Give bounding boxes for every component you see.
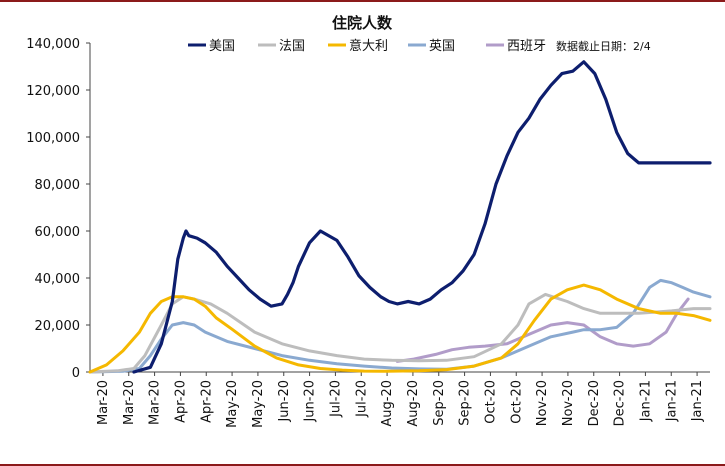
y-tick-label: 60,000 bbox=[35, 225, 81, 240]
series-line-3 bbox=[88, 283, 712, 374]
x-tick-label: Mar-20 bbox=[122, 380, 137, 425]
x-tick-label: Dec-20 bbox=[587, 380, 602, 426]
series-line-4 bbox=[88, 278, 712, 374]
x-tick-label: Jan-21 bbox=[664, 380, 679, 422]
x-tick-label: Apr-20 bbox=[173, 380, 188, 423]
series-line-2 bbox=[88, 292, 712, 374]
y-tick-label: 0 bbox=[72, 366, 80, 381]
bottom-border bbox=[0, 464, 725, 466]
top-border bbox=[0, 0, 725, 2]
x-tick-label: Jul-20 bbox=[328, 380, 343, 418]
x-tick-label: Oct-20 bbox=[483, 380, 498, 424]
x-tick-label: Jun-20 bbox=[277, 380, 292, 423]
y-tick-label: 40,000 bbox=[35, 272, 81, 287]
series-group bbox=[88, 60, 712, 374]
data-cutoff-note: 数据截止日期：2/4 bbox=[556, 39, 651, 53]
y-tick-label: 100,000 bbox=[26, 131, 80, 146]
x-tick-label: Sep-20 bbox=[432, 380, 447, 426]
x-tick-label: Sep-20 bbox=[458, 380, 473, 426]
x-tick-label: Aug-20 bbox=[406, 380, 421, 427]
legend-label: 美国 bbox=[209, 39, 235, 54]
x-tick-label: Aug-20 bbox=[380, 380, 395, 427]
x-tick-label: Dec-20 bbox=[613, 380, 628, 426]
x-tick-label: May-20 bbox=[251, 380, 266, 428]
y-tick-label: 20,000 bbox=[35, 319, 81, 334]
x-tick-label: Nov-20 bbox=[535, 380, 550, 426]
x-tick-label: Nov-20 bbox=[561, 380, 576, 426]
x-tick-label: May-20 bbox=[225, 380, 240, 428]
x-axis: Mar-20 Mar-20 Mar-20 Apr-20 Apr-20 May-20 May-… bbox=[90, 371, 710, 428]
x-tick-label: Apr-20 bbox=[199, 380, 214, 423]
y-axis: 0 20,000 40,000 60,000 80,000 100,000 120,000 1… bbox=[26, 37, 91, 381]
legend-label: 意大利 bbox=[349, 38, 388, 54]
series-line-1 bbox=[132, 60, 712, 374]
legend-label: 英国 bbox=[429, 39, 455, 54]
legend: 美国 法国 意大利 英国 西班牙 bbox=[188, 38, 546, 54]
y-tick-label: 140,000 bbox=[26, 37, 80, 52]
legend-label: 法国 bbox=[279, 39, 305, 54]
x-tick-label: Jul-20 bbox=[354, 380, 369, 418]
chart-title: 住院人数 bbox=[332, 14, 393, 32]
x-tick-label: Oct-20 bbox=[509, 380, 524, 424]
legend-label: 西班牙 bbox=[507, 39, 546, 54]
y-tick-label: 80,000 bbox=[35, 178, 81, 193]
x-tick-label: Mar-20 bbox=[96, 380, 111, 425]
y-tick-label: 120,000 bbox=[26, 84, 80, 99]
x-tick-label: Jan-21 bbox=[690, 380, 705, 422]
series-line-5 bbox=[395, 297, 690, 363]
x-tick-label: Jan-21 bbox=[638, 380, 653, 422]
x-tick-label: Jun-20 bbox=[303, 380, 318, 423]
x-tick-label: Mar-20 bbox=[148, 380, 163, 425]
